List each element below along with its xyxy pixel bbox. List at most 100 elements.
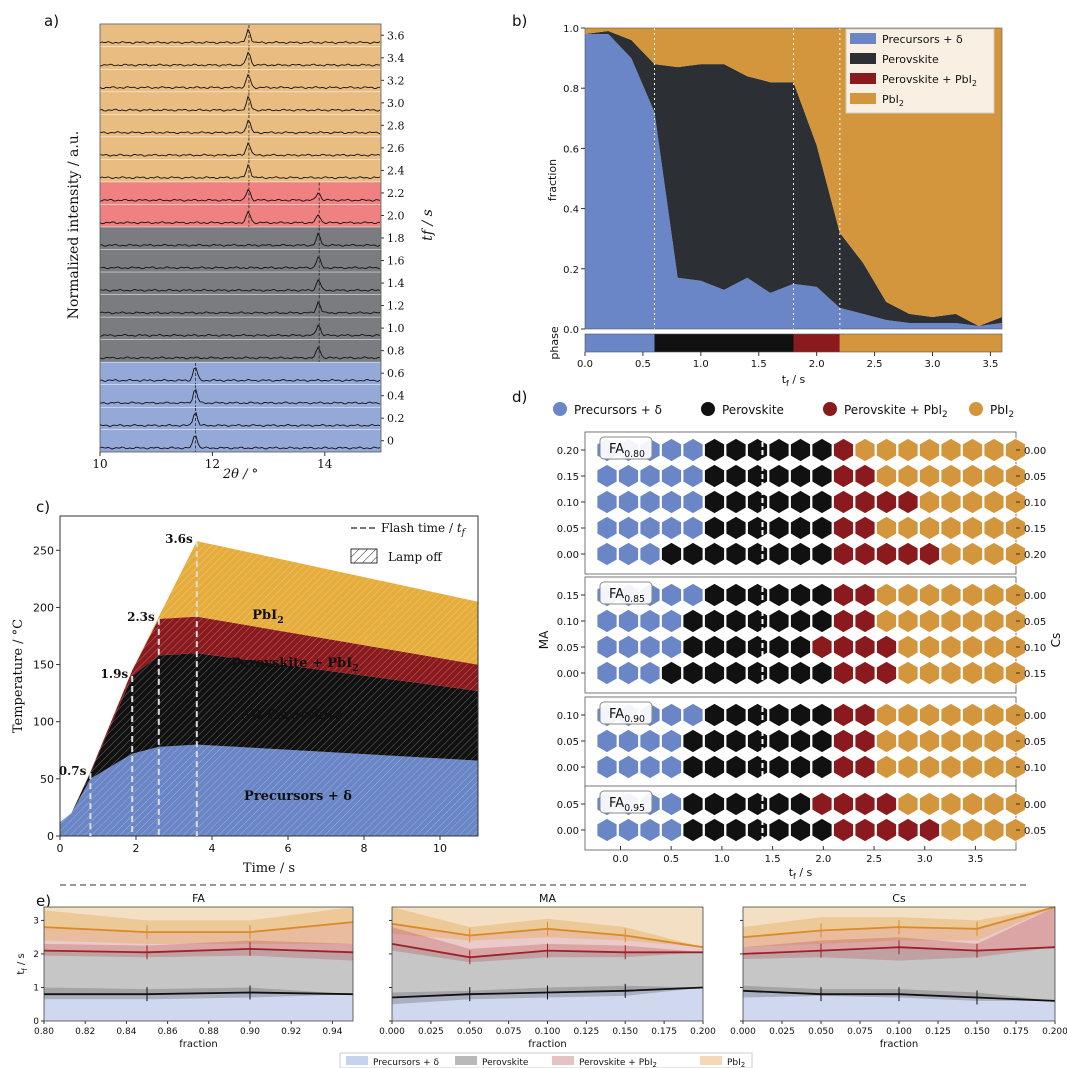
- phase-hex: [661, 463, 682, 489]
- phase-hex: [919, 582, 940, 608]
- phase-hex: [639, 660, 661, 686]
- phase-hex: [897, 702, 919, 728]
- phase-hex: [639, 541, 661, 567]
- phase-hex: [854, 817, 876, 843]
- phase-hex: [682, 463, 704, 489]
- phase-hex: [962, 634, 983, 660]
- phase-hex: [661, 608, 682, 634]
- phase-hex: [962, 702, 983, 728]
- phase-hex: [790, 541, 811, 567]
- fa-label-sub: 0.95: [624, 803, 645, 814]
- legend-swatch: [552, 1056, 574, 1065]
- legend-label-main: Perovskite + PbI: [579, 1058, 653, 1068]
- cs-tick-label: 0.15: [1024, 524, 1046, 535]
- xrd-pattern: [99, 119, 381, 135]
- phase-hex: [790, 660, 811, 686]
- region-precursors-hatch: [60, 744, 478, 836]
- phase-hex: [983, 608, 1005, 634]
- phase-hex: [983, 817, 1005, 843]
- y-tick-label: 0: [47, 830, 54, 843]
- phase-hex: [833, 582, 854, 608]
- x-tick-label: 0.82: [75, 1027, 95, 1037]
- y-tick-label: 0.4: [563, 205, 579, 216]
- y-tick-label: 1.0: [563, 24, 579, 35]
- time-label: 2.2: [387, 187, 405, 200]
- phase-hex: [897, 660, 919, 686]
- phase-hex: [940, 489, 962, 515]
- xrd-pattern: [99, 28, 381, 45]
- y-tick-label: 1: [33, 983, 39, 993]
- fa-label-box: [599, 581, 653, 605]
- phase-hex: [983, 463, 1005, 489]
- y2-axis-label: tf / s: [420, 209, 436, 241]
- phase-hex: [768, 437, 790, 463]
- phase-hex: [725, 817, 747, 843]
- x-tick-label: 0.0: [577, 359, 593, 370]
- phase-hex: [833, 791, 854, 817]
- xrd-strip: [100, 384, 381, 407]
- phase-hex: [833, 463, 854, 489]
- legend-label-sub: 2: [741, 1061, 745, 1068]
- y-tick-label: 100: [33, 716, 54, 729]
- legend-label-sub: 2: [1008, 410, 1014, 420]
- x-tick-label: 0.025: [769, 1027, 795, 1037]
- xrd-pattern: [99, 367, 381, 382]
- phase-hex: [876, 660, 897, 686]
- legend-swatch: [700, 1056, 722, 1065]
- phase-hex: [618, 463, 639, 489]
- legend-lamp-swatch: [350, 548, 378, 564]
- phase-bar-segment: [585, 334, 655, 352]
- x-tick-label: 3.5: [982, 359, 998, 370]
- cs-tick-label: 0.00: [1024, 591, 1046, 602]
- phase-hex: [661, 754, 682, 780]
- phase-hex: [940, 817, 962, 843]
- phase-hex: [854, 608, 876, 634]
- phase-hex: [618, 634, 639, 660]
- x-axis-label: 2θ / °: [222, 467, 258, 482]
- region-pbi2-hatch: [60, 541, 478, 823]
- phase-hex: [618, 817, 639, 843]
- region-label-3d: 3D Perovskite: [241, 708, 342, 723]
- ma-tick-label: 0.00: [557, 826, 579, 837]
- phase-hex: [790, 754, 811, 780]
- x-tick-label: 1.0: [693, 359, 709, 370]
- fa-label-sub: 0.90: [624, 714, 645, 725]
- phase-hex: [897, 791, 919, 817]
- phase-hex: [962, 608, 983, 634]
- phase-hex: [983, 660, 1005, 686]
- x-tick-label: 0.125: [573, 1027, 599, 1037]
- phase-hex: [833, 817, 854, 843]
- phase-hex: [704, 582, 725, 608]
- x-tick-label: 10: [92, 457, 107, 471]
- phase-hex: [704, 541, 725, 567]
- phase-hex: [768, 791, 790, 817]
- phase-hex: [833, 754, 854, 780]
- phase-hex: [725, 702, 747, 728]
- legend-marker: [969, 402, 983, 416]
- x-axis-label-main: t: [782, 373, 787, 386]
- x-tick-label: 0.86: [158, 1027, 178, 1037]
- legend-flash-label-t: t: [457, 521, 462, 535]
- phase-hex: [768, 541, 790, 567]
- phase-hex: [962, 515, 983, 541]
- phase-hex: [768, 463, 790, 489]
- phase-hex: [876, 463, 897, 489]
- xrd-pattern: [99, 210, 380, 225]
- legend-label-sub: 2: [972, 79, 977, 88]
- phase-hex: [919, 817, 940, 843]
- x-tick-label: 0.100: [535, 1027, 561, 1037]
- x-tick-label: 0.075: [496, 1027, 522, 1037]
- phase-hex: [983, 728, 1005, 754]
- time-label: 0.6: [387, 367, 405, 380]
- phase-hex: [897, 817, 919, 843]
- time-label: 1.0: [387, 322, 405, 335]
- phase-hex: [897, 634, 919, 660]
- legend-label-main: Precursors + δ: [574, 403, 662, 417]
- legend-label: Perovskite: [722, 403, 784, 417]
- x-tick-label: 3.5: [967, 854, 983, 865]
- x-axis-label-unit: / s: [796, 866, 813, 879]
- time-label: 1.2: [387, 300, 405, 313]
- phase-hex: [940, 437, 962, 463]
- phase-hex: [962, 660, 983, 686]
- phase-hex: [854, 728, 876, 754]
